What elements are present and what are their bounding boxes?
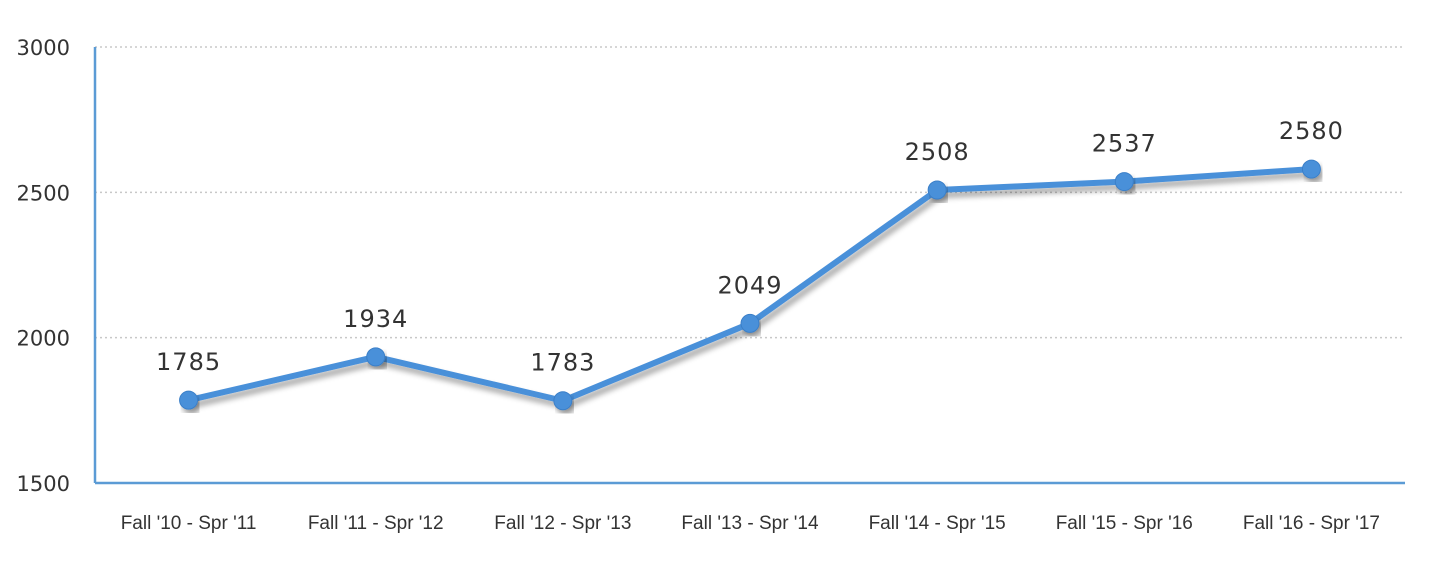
data-label: 1785 — [156, 348, 221, 376]
series-enrollment — [179, 159, 1321, 411]
data-point — [927, 180, 947, 200]
axes — [93, 47, 1405, 485]
x-axis-tick-labels: Fall '10 - Spr '11 Fall '11 - Spr '12 Fall… — [121, 513, 1380, 534]
data-point — [179, 390, 199, 410]
data-labels: 1785 1934 1783 2049 2508 2537 2580 — [156, 117, 1344, 377]
x-tick-label: Fall '11 - Spr '12 — [308, 513, 444, 534]
data-point — [553, 391, 573, 411]
data-label: 2537 — [1092, 130, 1157, 158]
x-tick-label: Fall '12 - Spr '13 — [494, 513, 631, 534]
y-tick-label: 1500 — [17, 472, 70, 496]
data-label: 2508 — [905, 138, 970, 166]
grid-lines — [95, 46, 1405, 339]
data-point — [1301, 159, 1321, 179]
data-point — [1114, 172, 1134, 192]
data-label: 1934 — [343, 305, 408, 333]
y-tick-label: 2500 — [17, 181, 70, 205]
x-tick-label: Fall '10 - Spr '11 — [121, 513, 257, 534]
x-tick-label: Fall '16 - Spr '17 — [1243, 513, 1380, 534]
data-label: 1783 — [530, 349, 595, 377]
data-label: 2049 — [717, 271, 782, 299]
y-tick-label: 3000 — [17, 36, 70, 60]
x-tick-label: Fall '13 - Spr '14 — [681, 513, 819, 534]
y-tick-label: 2000 — [17, 327, 70, 351]
data-point — [740, 313, 760, 333]
data-label: 2580 — [1279, 117, 1344, 145]
y-axis-tick-labels: 1500 2000 2500 3000 — [17, 36, 70, 496]
x-tick-label: Fall '14 - Spr '15 — [869, 513, 1006, 534]
x-tick-label: Fall '15 - Spr '16 — [1056, 513, 1193, 534]
data-point — [366, 347, 386, 367]
